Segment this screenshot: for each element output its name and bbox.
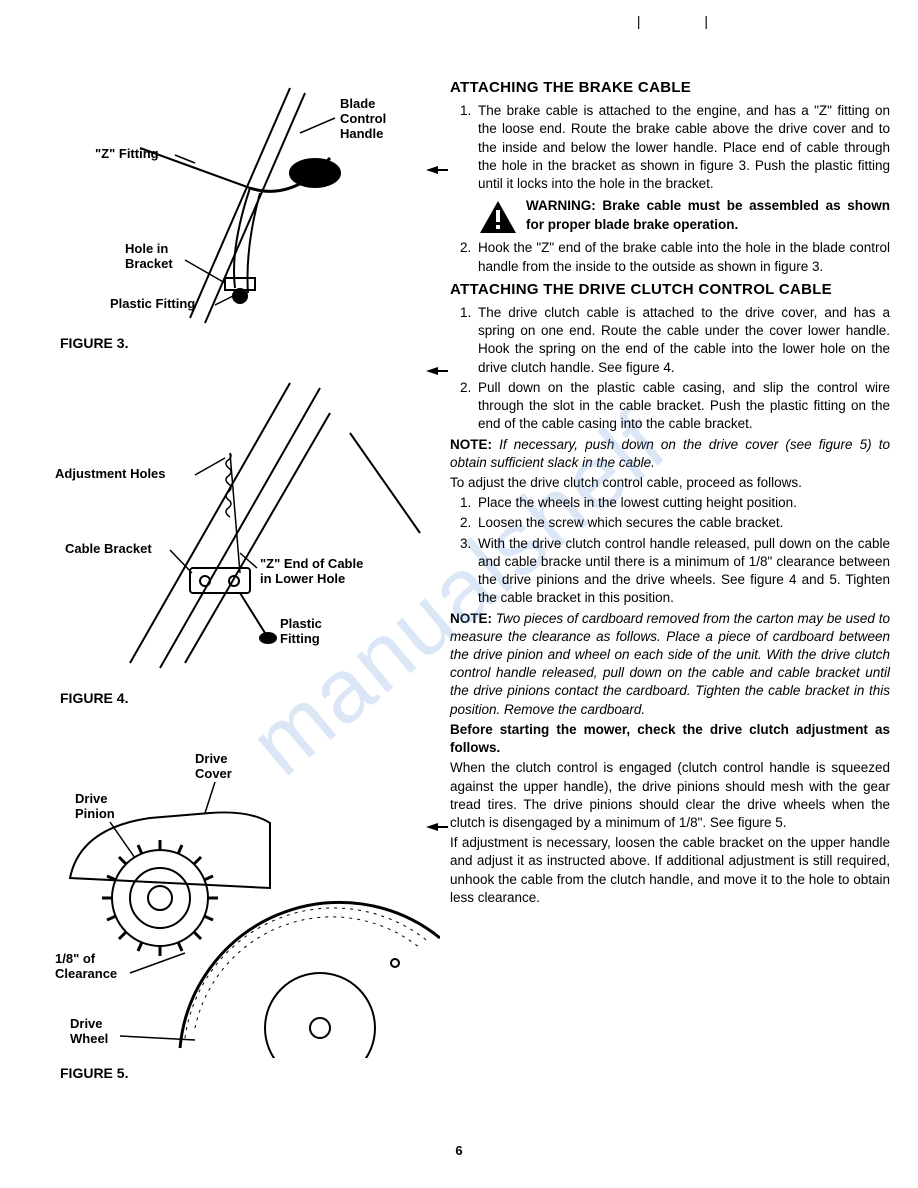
figure-4: Adjustment Holes Cable Bracket "Z" End o… bbox=[30, 373, 430, 708]
figure-5-illustration: Drive Cover Drive Pinion 1/8" of Clearan… bbox=[30, 728, 440, 1058]
brake-warning: WARNING: Brake cable must be assembled a… bbox=[450, 197, 890, 235]
label-drive-cover: Drive bbox=[195, 751, 228, 766]
page-number: 6 bbox=[455, 1142, 462, 1160]
label-hole-bracket: Hole in bbox=[125, 241, 168, 256]
clutch-step-2: 2.Pull down on the plastic cable casing,… bbox=[450, 379, 890, 434]
label-drive-wheel: Drive bbox=[70, 1016, 103, 1031]
figure-4-illustration: Adjustment Holes Cable Bracket "Z" End o… bbox=[30, 373, 430, 683]
svg-text:Clearance: Clearance bbox=[55, 966, 117, 981]
figure-5-caption: FIGURE 5. bbox=[60, 1064, 430, 1083]
svg-text:Cover: Cover bbox=[195, 766, 232, 781]
brake-steps: 1.The brake cable is attached to the eng… bbox=[450, 102, 890, 193]
instructions-column: ATTACHING THE BRAKE CABLE 1.The brake ca… bbox=[450, 78, 890, 1103]
label-drive-pinion: Drive bbox=[75, 791, 108, 806]
adjust-step-1: 1.Place the wheels in the lowest cutting… bbox=[450, 494, 890, 512]
clutch-adjust-intro: To adjust the drive clutch control cable… bbox=[450, 474, 890, 492]
brake-heading: ATTACHING THE BRAKE CABLE bbox=[450, 78, 890, 98]
brake-steps-2: 2.Hook the "Z" end of the brake cable in… bbox=[450, 239, 890, 275]
figure-3-caption: FIGURE 3. bbox=[60, 334, 430, 353]
label-plastic-fitting-4: Plastic bbox=[280, 616, 322, 631]
adjust-step-2: 2.Loosen the screw which secures the cab… bbox=[450, 514, 890, 532]
label-adjustment-holes: Adjustment Holes bbox=[55, 466, 166, 481]
svg-text:Wheel: Wheel bbox=[70, 1031, 108, 1046]
before-start: Before starting the mower, check the dri… bbox=[450, 721, 890, 757]
label-blade-control: Blade bbox=[340, 96, 375, 111]
svg-text:Pinion: Pinion bbox=[75, 806, 115, 821]
label-plastic-fitting: Plastic Fitting bbox=[110, 296, 195, 311]
label-z-end: "Z" End of Cable bbox=[260, 556, 363, 571]
svg-text:Control: Control bbox=[340, 111, 386, 126]
brake-step-1: 1.The brake cable is attached to the eng… bbox=[450, 102, 890, 193]
engaged-para: When the clutch control is engaged (clut… bbox=[450, 759, 890, 832]
clutch-adjust-steps: 1.Place the wheels in the lowest cutting… bbox=[450, 494, 890, 607]
svg-text:in Lower Hole: in Lower Hole bbox=[260, 571, 345, 586]
label-z-fitting: "Z" Fitting bbox=[95, 146, 159, 161]
brake-step-2: 2.Hook the "Z" end of the brake cable in… bbox=[450, 239, 890, 275]
clutch-note-2: NOTE: Two pieces of cardboard removed fr… bbox=[450, 610, 890, 719]
svg-text:Bracket: Bracket bbox=[125, 256, 173, 271]
figure-3-illustration: Blade Control Handle "Z" Fitting Hole in… bbox=[50, 78, 410, 328]
clutch-steps: 1.The drive clutch cable is attached to … bbox=[450, 304, 890, 434]
svg-text:Handle: Handle bbox=[340, 126, 383, 141]
figure-3: Blade Control Handle "Z" Fitting Hole in… bbox=[30, 78, 430, 353]
adjust-step-3: 3.With the drive clutch control handle r… bbox=[450, 535, 890, 608]
svg-text:Fitting: Fitting bbox=[280, 631, 320, 646]
clutch-heading: ATTACHING THE DRIVE CLUTCH CONTROL CABLE bbox=[450, 280, 890, 300]
crop-marks: | | bbox=[637, 12, 738, 31]
clutch-step-1: 1.The drive clutch cable is attached to … bbox=[450, 304, 890, 377]
clutch-note-1: NOTE: If necessary, push down on the dri… bbox=[450, 436, 890, 472]
figure-4-caption: FIGURE 4. bbox=[60, 689, 430, 708]
adjustment-para: If adjustment is necessary, loosen the c… bbox=[450, 834, 890, 907]
figure-5: Drive Cover Drive Pinion 1/8" of Clearan… bbox=[30, 728, 430, 1083]
label-clearance: 1/8" of bbox=[55, 951, 96, 966]
label-cable-bracket: Cable Bracket bbox=[65, 541, 152, 556]
brake-warning-text: WARNING: Brake cable must be assembled a… bbox=[526, 197, 890, 233]
figures-column: Blade Control Handle "Z" Fitting Hole in… bbox=[30, 78, 430, 1103]
page-content: Blade Control Handle "Z" Fitting Hole in… bbox=[30, 78, 888, 1103]
warning-icon bbox=[478, 199, 518, 235]
